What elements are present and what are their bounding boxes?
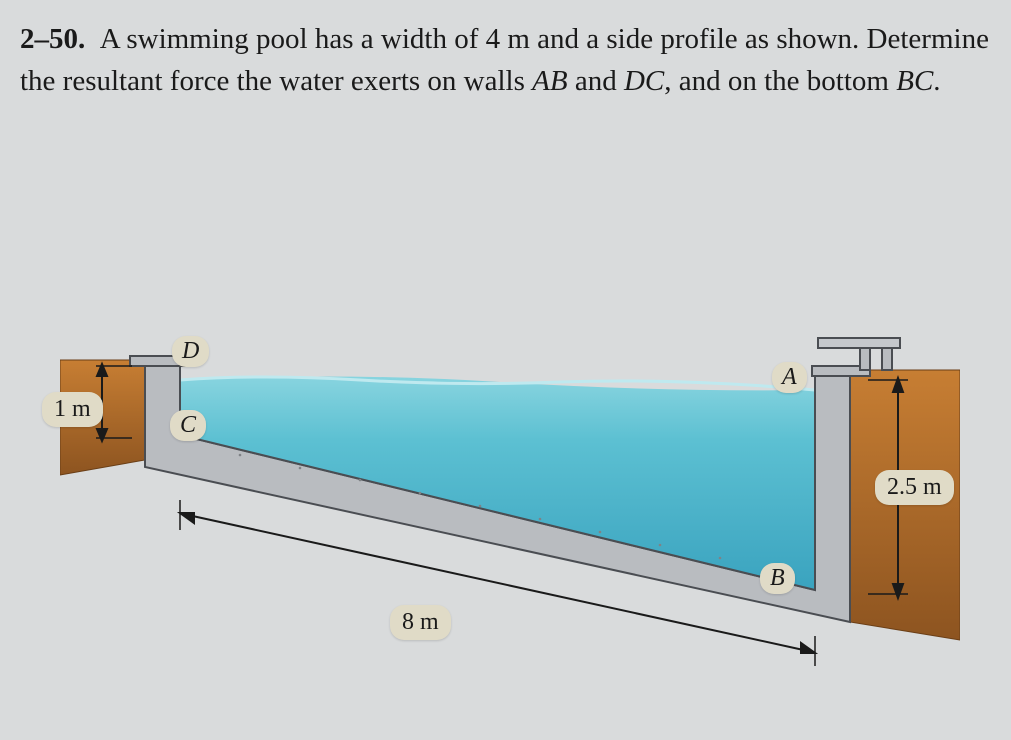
point-C: C — [170, 410, 206, 441]
pool-svg — [60, 320, 960, 720]
text-p2: and — [568, 65, 624, 97]
point-B: B — [760, 563, 795, 594]
label-dc: DC — [624, 65, 664, 97]
point-D: D — [172, 336, 209, 367]
dim-label-left: 1 m — [42, 392, 103, 427]
problem-statement: 2–50. A swimming pool has a width of 4 m… — [0, 0, 1011, 102]
problem-number: 2–50. — [20, 23, 85, 55]
point-A: A — [772, 362, 807, 393]
text-p3: , and on the bottom — [664, 65, 896, 97]
label-ab: AB — [532, 65, 567, 97]
pool-figure: 1 m 2.5 m 8 m D C A B — [0, 320, 1011, 720]
label-bc: BC — [896, 65, 933, 97]
earth-right — [850, 370, 960, 640]
dim-label-bottom: 8 m — [390, 605, 451, 640]
text-p4: . — [933, 65, 940, 97]
dim-label-right: 2.5 m — [875, 470, 954, 505]
dive-board — [818, 338, 900, 348]
